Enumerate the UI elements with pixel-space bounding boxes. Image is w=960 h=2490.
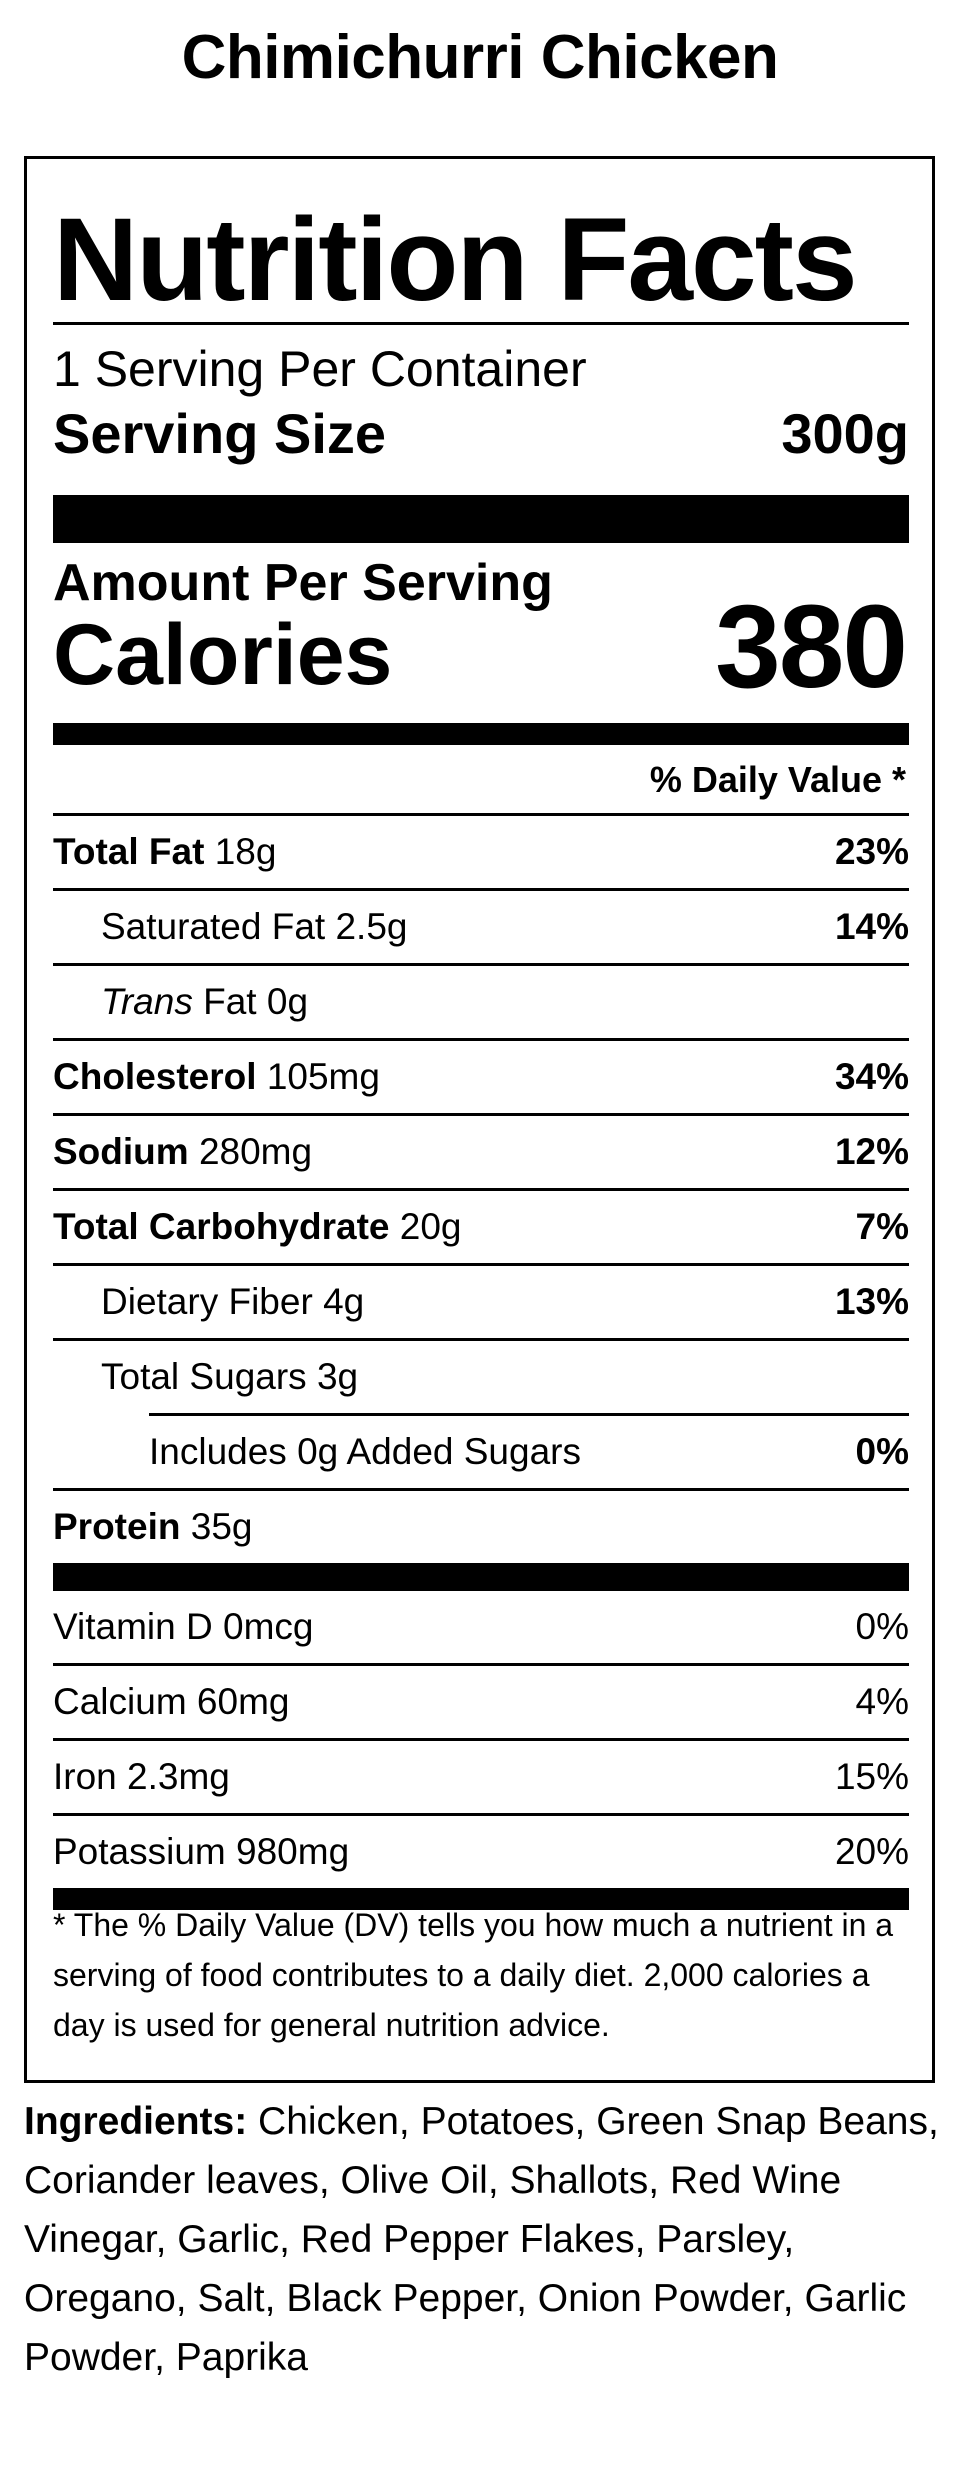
divider-thin xyxy=(53,1188,909,1191)
divider-thin xyxy=(53,888,909,891)
vitamin-daily-value: 0% xyxy=(855,1606,909,1647)
divider-medium xyxy=(53,723,909,745)
divider-thin xyxy=(53,1813,909,1816)
daily-value-header: % Daily Value * xyxy=(649,759,906,800)
nutrient-daily-value: 23% xyxy=(834,831,909,872)
nutrient-amount: 3g xyxy=(316,1356,359,1397)
nutrient-amount: 2.5g xyxy=(335,906,408,947)
divider-thick xyxy=(53,1563,909,1591)
divider-thin xyxy=(53,1263,909,1266)
vitamin-name: Iron xyxy=(53,1756,117,1797)
nutrient-row-total-fat: Total Fat 18g 23% xyxy=(53,816,909,888)
vitamin-row-calcium: Calcium 60mg 4% xyxy=(53,1666,909,1738)
divider-thin xyxy=(53,1738,909,1741)
nutrient-name: Protein xyxy=(53,1506,181,1547)
nutrient-amount: 105mg xyxy=(266,1056,380,1097)
nutrient-daily-value: 34% xyxy=(834,1056,909,1097)
nutrient-name: Includes 0g Added Sugars xyxy=(149,1431,581,1472)
servings-per-container: 1 Serving Per Container xyxy=(53,341,587,397)
nutrient-amount: 20g xyxy=(399,1206,462,1247)
vitamin-amount: 2.3mg xyxy=(127,1756,230,1797)
daily-value-footnote: * The % Daily Value (DV) tells you how m… xyxy=(53,1907,894,2043)
nutrition-facts-panel: Nutrition Facts 1 Serving Per Container … xyxy=(24,156,935,2083)
vitamin-row-vitamin-d: Vitamin D 0mcg 0% xyxy=(53,1591,909,1663)
nutrient-amount: 0g xyxy=(266,981,309,1022)
nutrient-name: Dietary Fiber xyxy=(101,1281,313,1322)
nutrient-name: Total Carbohydrate xyxy=(53,1206,390,1247)
vitamin-name: Vitamin D xyxy=(53,1606,213,1647)
nutrient-row-saturated-fat: Saturated Fat 2.5g 14% xyxy=(101,891,909,963)
serving-size-row: Serving Size 300g xyxy=(53,401,909,467)
nutrient-daily-value: 7% xyxy=(855,1206,909,1247)
nutrient-row-sodium: Sodium 280mg 12% xyxy=(53,1116,909,1188)
divider-thin xyxy=(53,1338,909,1341)
nutrient-row-cholesterol: Cholesterol 105mg 34% xyxy=(53,1041,909,1113)
divider-thin xyxy=(53,813,909,816)
nutrient-row-trans-fat: Trans Fat 0g xyxy=(101,966,909,1038)
vitamin-row-iron: Iron 2.3mg 15% xyxy=(53,1741,909,1813)
nutrient-amount: 4g xyxy=(323,1281,365,1322)
nutrient-name-italic: Trans xyxy=(101,981,193,1022)
vitamin-daily-value: 20% xyxy=(834,1831,909,1872)
nutrient-amount: 18g xyxy=(214,831,277,872)
nutrient-name: Saturated Fat xyxy=(101,906,326,947)
amount-per-serving: Amount Per Serving xyxy=(53,554,553,612)
nutrient-row-total-sugars: Total Sugars 3g xyxy=(101,1341,909,1413)
calories-value: 380 xyxy=(715,581,908,713)
nutrition-facts-heading: Nutrition Facts xyxy=(53,194,858,326)
vitamin-daily-value: 4% xyxy=(855,1681,909,1722)
ingredients-list: Chicken, Potatoes, Green Snap Beans, Cor… xyxy=(24,2100,939,2379)
nutrient-daily-value: 14% xyxy=(834,906,909,947)
nutrient-row-protein: Protein 35g xyxy=(53,1491,909,1563)
nutrient-name: Total Sugars xyxy=(101,1356,307,1397)
divider-thin xyxy=(53,1663,909,1666)
nutrient-row-added-sugars: Includes 0g Added Sugars 0% xyxy=(149,1416,909,1488)
nutrient-amount: 280mg xyxy=(198,1131,313,1172)
serving-size-value: 300g xyxy=(781,402,909,465)
serving-size-label: Serving Size xyxy=(53,402,387,465)
divider-thin xyxy=(53,322,909,325)
nutrient-amount: 35g xyxy=(190,1506,253,1547)
vitamin-amount: 0mcg xyxy=(223,1606,314,1647)
divider-thin xyxy=(149,1413,909,1416)
vitamin-amount: 60mg xyxy=(196,1681,290,1722)
divider-thin xyxy=(53,963,909,966)
nutrient-name: Cholesterol xyxy=(53,1056,257,1097)
nutrient-name: Fat xyxy=(203,981,257,1022)
nutrient-daily-value: 12% xyxy=(834,1131,909,1172)
ingredients-statement: Ingredients: Chicken, Potatoes, Green Sn… xyxy=(24,2092,939,2387)
vitamin-daily-value: 15% xyxy=(834,1756,909,1797)
product-title: Chimichurri Chicken xyxy=(181,23,779,92)
vitamin-row-potassium: Potassium 980mg 20% xyxy=(53,1816,909,1888)
divider-thin xyxy=(53,1038,909,1041)
ingredients-label: Ingredients: xyxy=(24,2100,248,2143)
divider-thick xyxy=(53,495,909,543)
vitamin-name: Calcium xyxy=(53,1681,187,1722)
nutrient-row-total-carbohydrate: Total Carbohydrate 20g 7% xyxy=(53,1191,909,1263)
vitamin-name: Potassium xyxy=(53,1831,226,1872)
nutrient-row-dietary-fiber: Dietary Fiber 4g 13% xyxy=(101,1266,909,1338)
nutrient-name: Sodium xyxy=(53,1131,189,1172)
nutrient-name: Total Fat xyxy=(53,831,205,872)
nutrient-daily-value: 13% xyxy=(834,1281,909,1322)
divider-thin xyxy=(53,1488,909,1491)
calories-label: Calories xyxy=(53,607,393,703)
nutrient-daily-value: 0% xyxy=(855,1431,909,1472)
divider-thin xyxy=(53,1113,909,1116)
vitamin-amount: 980mg xyxy=(236,1831,350,1872)
divider-medium xyxy=(53,1888,909,1910)
